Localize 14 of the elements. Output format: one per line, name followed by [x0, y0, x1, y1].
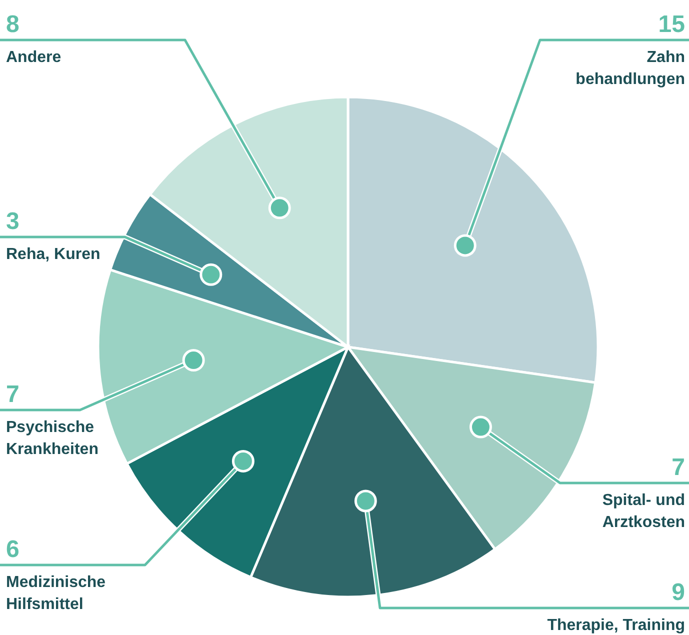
slice-label: Andere	[6, 49, 62, 66]
slice-label: Reha, Kuren	[6, 246, 100, 263]
slice-label: Medizinische Hilfsmittel	[6, 574, 106, 613]
slice-label: Spital- und Arztkosten	[602, 492, 685, 531]
data-label: 9	[672, 579, 685, 606]
data-label: 3	[6, 208, 20, 235]
data-label: 7	[672, 454, 685, 481]
data-label: 7	[6, 381, 20, 408]
slice-label: Psychische Krankheiten	[6, 419, 98, 458]
slice-label: Therapie, Training	[547, 617, 685, 634]
data-label: 15	[658, 11, 685, 38]
data-label: 6	[6, 536, 20, 563]
slice-label: Zahn behandlungen	[576, 49, 685, 88]
data-label: 8	[6, 11, 20, 38]
